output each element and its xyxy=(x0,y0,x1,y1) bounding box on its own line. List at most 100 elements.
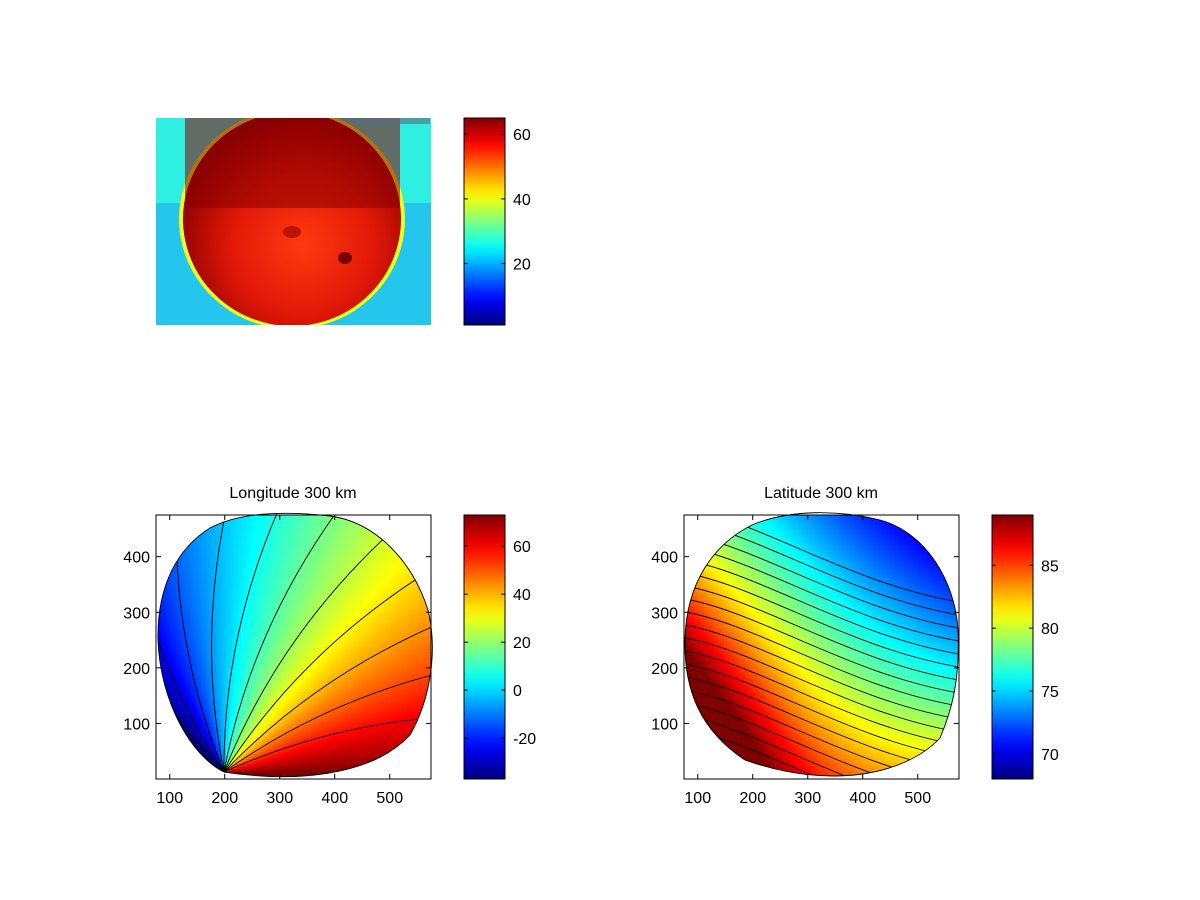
contour-fill-cell xyxy=(166,584,170,588)
contour-fill-cell xyxy=(303,572,307,576)
contour-fill-cell xyxy=(346,544,350,548)
contour-fill-cell xyxy=(401,619,405,623)
contour-fill-cell xyxy=(318,529,322,534)
contour-fill-cell xyxy=(271,529,275,534)
contour-fill-cell xyxy=(363,589,367,593)
contour-fill-cell xyxy=(223,537,227,541)
contour-fill-cell xyxy=(223,577,227,581)
contour-fill-cell xyxy=(306,557,310,561)
contour-fill-cell xyxy=(361,544,365,548)
contour-fill-cell xyxy=(343,537,347,541)
contour-fill-cell xyxy=(398,614,402,618)
contour-fill-cell xyxy=(251,554,255,558)
contour-fill-cell xyxy=(278,577,282,581)
contour-fill-cell xyxy=(333,609,337,613)
contour-fill-cell xyxy=(373,519,377,524)
contour-fill-cell xyxy=(251,539,255,543)
contour-fill-cell xyxy=(351,577,355,581)
contour-fill-cell xyxy=(198,624,202,628)
contour-fill-cell xyxy=(406,582,410,586)
contour-fill-cell xyxy=(421,599,425,603)
contour-fill-cell xyxy=(206,612,210,616)
contour-fill-cell xyxy=(296,622,300,626)
contour-fill-cell xyxy=(173,574,177,578)
contour-fill-cell xyxy=(323,604,327,608)
contour-fill-cell xyxy=(361,519,365,524)
contour-fill-cell xyxy=(278,552,282,556)
contour-fill-cell xyxy=(198,587,202,591)
contour-fill-cell xyxy=(276,574,280,578)
contour-fill-cell xyxy=(396,547,400,551)
contour-fill-cell xyxy=(303,579,307,583)
contour-fill-cell xyxy=(316,562,320,566)
contour-fill-cell xyxy=(346,547,350,551)
contour-fill-cell xyxy=(323,569,327,573)
contour-fill-cell xyxy=(351,564,355,568)
contour-fill-cell xyxy=(413,582,417,586)
contour-fill-cell xyxy=(321,539,325,543)
contour-fill-cell xyxy=(241,574,245,578)
contour-fill-cell xyxy=(161,607,165,611)
contour-fill-cell xyxy=(406,587,410,591)
contour-fill-cell xyxy=(416,607,420,611)
contour-fill-cell xyxy=(268,532,272,536)
contour-fill-cell xyxy=(231,534,235,539)
contour-fill-cell xyxy=(378,602,382,606)
contour-fill-cell xyxy=(221,594,225,598)
contour-fill-cell xyxy=(178,544,182,548)
contour-fill-cell xyxy=(198,529,202,534)
contour-fill-cell xyxy=(348,574,352,578)
contour-fill-cell xyxy=(298,542,302,546)
contour-fill-cell xyxy=(233,597,237,601)
contour-fill-cell xyxy=(233,539,237,543)
contour-fill-cell xyxy=(263,587,267,591)
contour-fill-cell xyxy=(326,577,330,581)
contour-fill-cell xyxy=(368,517,372,521)
contour-fill-cell xyxy=(318,554,322,558)
contour-fill-cell xyxy=(216,619,220,623)
contour-fill-cell xyxy=(183,542,187,546)
contour-fill-cell xyxy=(351,542,355,546)
contour-fill-cell xyxy=(391,579,395,583)
contour-fill-cell xyxy=(296,559,300,563)
contour-fill-cell xyxy=(228,622,232,626)
contour-fill-cell xyxy=(243,582,247,586)
contour-fill-cell xyxy=(328,517,332,521)
contour-fill-cell xyxy=(393,544,397,548)
contour-fill-cell xyxy=(353,584,357,588)
contour-fill-cell xyxy=(363,537,367,541)
contour-fill-cell xyxy=(403,624,407,628)
contour-fill-cell xyxy=(263,534,267,539)
contour-fill-cell xyxy=(393,587,397,591)
contour-fill-cell xyxy=(176,604,180,608)
contour-fill-cell xyxy=(258,547,262,551)
contour-fill-cell xyxy=(408,519,412,524)
contour-fill-cell xyxy=(413,532,417,536)
contour-fill-cell xyxy=(241,602,245,606)
contour-fill-cell xyxy=(303,582,307,586)
contour-fill-cell xyxy=(273,574,277,578)
contour-fill-cell xyxy=(281,604,285,608)
contour-fill-cell xyxy=(173,624,177,628)
contour-fill-cell xyxy=(178,557,182,561)
contour-fill-cell xyxy=(181,542,185,546)
contour-fill-cell xyxy=(351,589,355,593)
contour-fill-cell xyxy=(158,519,162,524)
contour-fill-cell xyxy=(183,522,187,526)
contour-fill-cell xyxy=(258,592,262,596)
contour-fill-cell xyxy=(231,597,235,601)
contour-fill-cell xyxy=(426,524,430,529)
contour-fill-cell xyxy=(386,562,390,566)
contour-fill-cell xyxy=(318,562,322,566)
contour-fill-cell xyxy=(418,599,422,603)
contour-fill-cell xyxy=(373,537,377,541)
contour-fill-cell xyxy=(306,619,310,623)
contour-fill-cell xyxy=(216,577,220,581)
contour-fill-cell xyxy=(223,534,227,539)
contour-fill-cell xyxy=(246,607,250,611)
contour-fill-cell xyxy=(401,517,405,521)
contour-fill-cell xyxy=(293,592,297,596)
contour-fill-cell xyxy=(188,564,192,568)
contour-fill-cell xyxy=(326,599,330,603)
contour-fill-cell xyxy=(388,577,392,581)
